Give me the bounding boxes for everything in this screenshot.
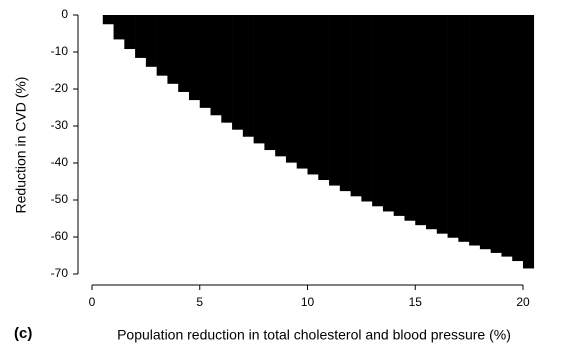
x-tick-label: 10 (301, 295, 315, 309)
bar (426, 15, 438, 230)
x-tick-label: 5 (196, 295, 203, 309)
bar (296, 15, 308, 169)
bar (404, 15, 416, 221)
x-tick-label: 20 (516, 295, 530, 309)
y-tick-label: -10 (51, 44, 69, 58)
bar (102, 15, 114, 25)
bar (167, 15, 179, 84)
bar (436, 15, 448, 234)
bar (415, 15, 427, 226)
y-axis-label: Reduction in CVD (%) (13, 77, 29, 214)
panel-label: (c) (14, 325, 32, 342)
bar (490, 15, 502, 253)
bar (232, 15, 244, 130)
bar (113, 15, 125, 40)
y-tick-label: -50 (51, 192, 69, 206)
y-tick-label: -20 (51, 81, 69, 95)
bar (124, 15, 136, 50)
y-tick-label: -30 (51, 118, 69, 132)
bar (275, 15, 287, 157)
bar (479, 15, 491, 250)
bar (210, 15, 222, 116)
y-tick-label: -60 (51, 229, 69, 243)
bar (221, 15, 233, 123)
bar (447, 15, 459, 238)
bar (156, 15, 168, 76)
bar (361, 15, 373, 202)
bar (285, 15, 298, 163)
bar (458, 15, 470, 242)
bar (318, 15, 330, 181)
y-tick-label: -40 (51, 155, 69, 169)
bar (145, 15, 157, 67)
bar (188, 15, 201, 101)
bar (501, 15, 513, 257)
bar (339, 15, 351, 192)
bar (382, 15, 394, 212)
x-tick-label: 0 (89, 295, 96, 309)
bar (469, 15, 481, 246)
bar (135, 15, 147, 58)
bar (523, 15, 535, 269)
bar (307, 15, 319, 175)
bar (199, 15, 211, 108)
bar (253, 15, 265, 144)
x-tick-label: 15 (409, 295, 423, 309)
bar (242, 15, 254, 137)
bar (264, 15, 276, 151)
x-axis-label: Population reduction in total cholestero… (117, 327, 511, 343)
bar (393, 15, 405, 216)
bar (512, 15, 524, 262)
y-tick-label: 0 (61, 7, 68, 21)
bar (178, 15, 190, 92)
y-tick-label: -70 (51, 266, 69, 280)
bar (329, 15, 341, 186)
bar (372, 15, 384, 207)
bar (350, 15, 362, 197)
